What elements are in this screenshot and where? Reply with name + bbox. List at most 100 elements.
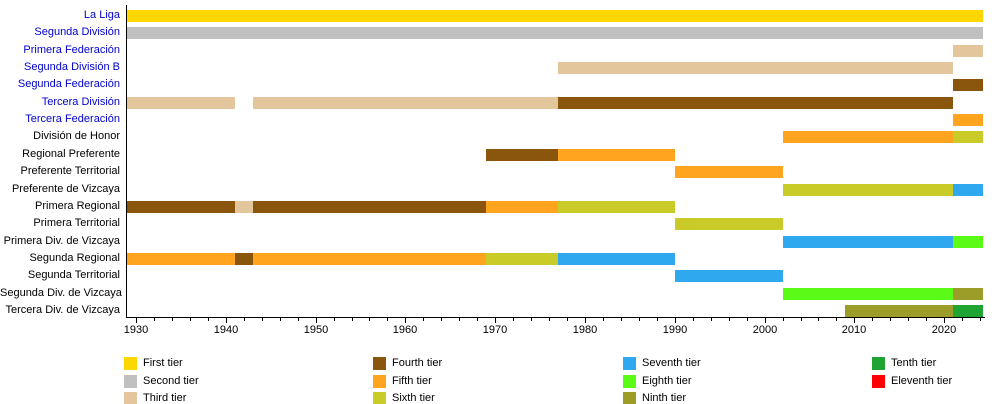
x-axis-minor-tick bbox=[711, 318, 712, 321]
bar-segment bbox=[127, 27, 983, 40]
row-label-primera-territorial: Primera Territorial bbox=[33, 217, 120, 230]
x-axis-major-tick bbox=[316, 318, 317, 323]
x-axis-minor-tick bbox=[262, 318, 263, 321]
legend-swatch-tier-9 bbox=[623, 392, 636, 404]
x-axis-minor-tick bbox=[603, 318, 604, 321]
legend-label-tier-7: Seventh tier bbox=[642, 357, 701, 369]
x-axis-minor-tick bbox=[980, 318, 981, 321]
row-label-segunda-divisi-n[interactable]: Segunda División bbox=[34, 26, 120, 39]
legend-swatch-tier-7 bbox=[623, 357, 636, 370]
row-label-divisi-n-de-honor: División de Honor bbox=[33, 130, 120, 143]
row-label-tercera-divisi-n[interactable]: Tercera División bbox=[41, 95, 120, 108]
legend-swatch-tier-1 bbox=[124, 357, 137, 370]
bar-segment bbox=[252, 252, 487, 265]
x-axis-minor-tick bbox=[208, 318, 209, 321]
x-axis-minor-tick bbox=[908, 318, 909, 321]
x-axis-minor-tick bbox=[890, 318, 891, 321]
x-axis-minor-tick bbox=[352, 318, 353, 321]
bar-segment bbox=[127, 252, 235, 265]
row-label-tercera-div-de-vizcaya: Tercera Div. de Vizcaya bbox=[5, 303, 120, 316]
bar-segment bbox=[953, 183, 983, 196]
legend-label-tier-3: Third tier bbox=[143, 392, 187, 404]
bar-segment bbox=[782, 287, 954, 300]
x-axis-minor-tick bbox=[423, 318, 424, 321]
legend-swatch-tier-4 bbox=[373, 357, 386, 370]
row-label-la-liga[interactable]: La Liga bbox=[83, 9, 120, 21]
bar-segment bbox=[252, 96, 559, 109]
row-label-primera-federaci-n[interactable]: Primera Federación bbox=[23, 43, 120, 56]
x-axis-major-tick bbox=[405, 318, 406, 323]
y-axis-line bbox=[126, 5, 127, 317]
row-label-segunda-div-de-vizcaya: Segunda Div. de Vizcaya bbox=[0, 286, 122, 299]
legend-swatch-tier-6 bbox=[373, 392, 386, 404]
bar-segment bbox=[674, 270, 783, 283]
x-axis-minor-tick bbox=[190, 318, 191, 321]
x-axis-minor-tick bbox=[783, 318, 784, 321]
legend-swatch-tier-2 bbox=[124, 374, 137, 388]
legend-label-tier-11: Eleventh tier bbox=[891, 374, 953, 387]
x-axis-minor-tick bbox=[459, 318, 460, 321]
bar-segment bbox=[674, 218, 783, 231]
bar-segment bbox=[486, 200, 559, 213]
legend-swatch-tier-5 bbox=[373, 374, 386, 388]
bar-segment bbox=[558, 200, 675, 213]
x-axis-minor-tick bbox=[693, 318, 694, 321]
x-axis-minor-tick bbox=[872, 318, 873, 321]
legend-label-tier-8: Eighth tier bbox=[642, 374, 692, 387]
x-axis-minor-tick bbox=[154, 318, 155, 321]
legend-label-tier-1: First tier bbox=[143, 357, 183, 369]
x-axis-minor-tick bbox=[334, 318, 335, 321]
legend-label-tier-9: Ninth tier bbox=[642, 392, 687, 404]
x-axis-minor-tick bbox=[801, 318, 802, 321]
x-axis-major-tick bbox=[136, 318, 137, 323]
x-axis-tick-label: 2020 bbox=[931, 324, 957, 336]
x-axis-major-tick bbox=[854, 318, 855, 323]
bar-segment bbox=[782, 235, 954, 248]
x-axis-tick-label: 1960 bbox=[392, 324, 418, 336]
row-label-segunda-federaci-n[interactable]: Segunda Federación bbox=[17, 78, 120, 91]
bar-segment bbox=[953, 79, 983, 92]
bar-segment bbox=[953, 114, 983, 127]
x-axis-minor-tick bbox=[567, 318, 568, 321]
row-label-segunda-divisi-n-b[interactable]: Segunda División B bbox=[23, 61, 120, 74]
row-label-tercera-federaci-n[interactable]: Tercera Federación bbox=[25, 113, 120, 126]
x-axis-minor-tick bbox=[172, 318, 173, 321]
legend-label-tier-6: Sixth tier bbox=[392, 392, 435, 404]
legend-label-tier-4: Fourth tier bbox=[392, 357, 443, 369]
legend-swatch-tier-10 bbox=[872, 357, 885, 370]
bar-segment bbox=[782, 131, 954, 144]
bar-segment bbox=[953, 304, 983, 317]
bar-segment bbox=[953, 131, 983, 144]
bar-segment bbox=[953, 235, 983, 248]
x-axis-tick-label: 2010 bbox=[841, 324, 867, 336]
x-axis-minor-tick bbox=[513, 318, 514, 321]
legend-swatch-tier-11 bbox=[872, 374, 885, 388]
row-label-segunda-regional: Segunda Regional bbox=[29, 251, 120, 264]
x-axis-tick-label: 1990 bbox=[662, 324, 688, 336]
x-axis-minor-tick bbox=[280, 318, 281, 321]
x-axis-major-tick bbox=[585, 318, 586, 323]
bar-segment bbox=[558, 148, 675, 161]
bar-segment bbox=[558, 96, 954, 109]
x-axis-minor-tick bbox=[441, 318, 442, 321]
bar-segment bbox=[953, 287, 983, 300]
x-axis-minor-tick bbox=[836, 318, 837, 321]
x-axis-minor-tick bbox=[639, 318, 640, 321]
row-label-regional-preferente: Regional Preferente bbox=[22, 147, 120, 160]
x-axis-minor-tick bbox=[549, 318, 550, 321]
bar-segment bbox=[127, 10, 983, 22]
x-axis-minor-tick bbox=[531, 318, 532, 321]
x-axis-minor-tick bbox=[477, 318, 478, 321]
x-axis-tick-label: 1970 bbox=[482, 324, 508, 336]
bar-segment bbox=[486, 252, 559, 265]
bar-segment bbox=[558, 62, 954, 75]
legend-label-tier-5: Fifth tier bbox=[392, 374, 432, 387]
bar-segment bbox=[845, 304, 954, 317]
bar-segment bbox=[252, 200, 487, 213]
legend-swatch-tier-8 bbox=[623, 374, 636, 388]
x-axis-tick-label: 1940 bbox=[213, 324, 239, 336]
x-axis-minor-tick bbox=[621, 318, 622, 321]
legend-swatch-tier-3 bbox=[124, 392, 137, 404]
x-axis-tick-label: 1980 bbox=[572, 324, 598, 336]
